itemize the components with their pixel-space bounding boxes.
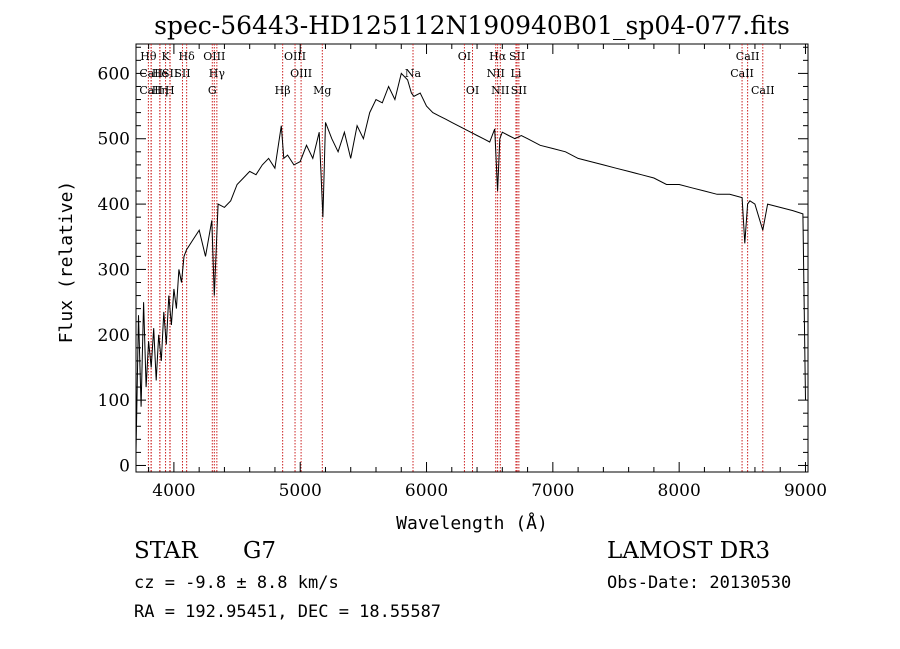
line-label-5: K — [161, 50, 170, 63]
chart-title: spec-56443-HD125112N190940B01_sp04-077.f… — [154, 11, 790, 40]
y-tick-label-300: 300 — [98, 260, 130, 280]
line-label-21: NII — [487, 67, 505, 80]
object-type: STAR — [134, 538, 198, 564]
line-label-2: CaII — [139, 84, 163, 97]
y-axis: 0 100 200 300 400 500 600 — [98, 46, 808, 476]
line-label-6: SII — [162, 67, 178, 80]
line-label-16: Mg — [313, 84, 331, 97]
line-label-28: CaII — [751, 84, 775, 97]
y-axis-label: Flux (relative) — [56, 181, 77, 344]
x-tick-label-6000: 6000 — [405, 481, 448, 501]
line-label-24: Li — [511, 67, 522, 80]
line-label-1: CaII — [139, 67, 163, 80]
ra-dec-line: RA = 192.95451, DEC = 18.55587 — [134, 602, 442, 622]
line-label-19: OI — [466, 84, 479, 97]
line-label-12: G — [208, 84, 217, 97]
line-label-26: CaII — [736, 50, 760, 63]
line-label-22: NII — [491, 84, 509, 97]
line-label-20: Hα — [489, 50, 507, 63]
line-label-27: CaII — [730, 67, 754, 80]
x-tick-label-9000: 9000 — [784, 481, 827, 501]
line-label-25: SII — [511, 84, 527, 97]
line-label-14: OIII — [290, 67, 312, 80]
line-label-7: H — [165, 84, 175, 97]
y-tick-label-500: 500 — [98, 130, 130, 150]
redshift-line: cz = -9.8 ± 8.8 km/s — [134, 573, 339, 593]
x-tick-label-7000: 7000 — [531, 481, 574, 501]
y-tick-label-600: 600 — [98, 64, 130, 84]
x-tick-label-4000: 4000 — [152, 481, 195, 501]
line-label-9: SII — [174, 67, 190, 80]
x-axis-label: Wavelength (Å) — [396, 512, 548, 534]
y-tick-label-200: 200 — [98, 326, 130, 346]
y-tick-label-0: 0 — [119, 456, 130, 476]
line-label-23: SII — [509, 50, 525, 63]
emission-line-markers: HθCaIICaIIHeHηKSIIHHδSIIOIIIHγGOIIIOIIIH… — [139, 44, 775, 472]
plot-frame — [135, 43, 809, 473]
line-label-11: Hγ — [209, 67, 226, 80]
line-label-4: Hη — [152, 84, 168, 97]
x-tick-label-8000: 8000 — [658, 481, 701, 501]
line-label-3: He — [152, 67, 168, 80]
line-label-8: Hδ — [179, 50, 196, 63]
line-label-15: Hβ — [275, 84, 291, 97]
survey-name: LAMOST DR3 — [607, 538, 771, 564]
y-tick-label-400: 400 — [98, 195, 130, 215]
spectrum-line — [135, 72, 806, 453]
obs-date: Obs-Date: 20130530 — [607, 573, 792, 593]
line-label-10: OIII — [203, 50, 225, 63]
x-axis: 4000 5000 6000 7000 8000 9000 — [148, 44, 827, 501]
line-label-17: Na — [405, 67, 422, 80]
line-label-18: OI — [458, 50, 471, 63]
line-label-13: OIII — [284, 50, 306, 63]
x-tick-label-5000: 5000 — [279, 481, 322, 501]
y-tick-label-100: 100 — [98, 391, 130, 411]
line-label-0: Hθ — [140, 50, 157, 63]
spectral-subclass: G7 — [243, 538, 277, 564]
